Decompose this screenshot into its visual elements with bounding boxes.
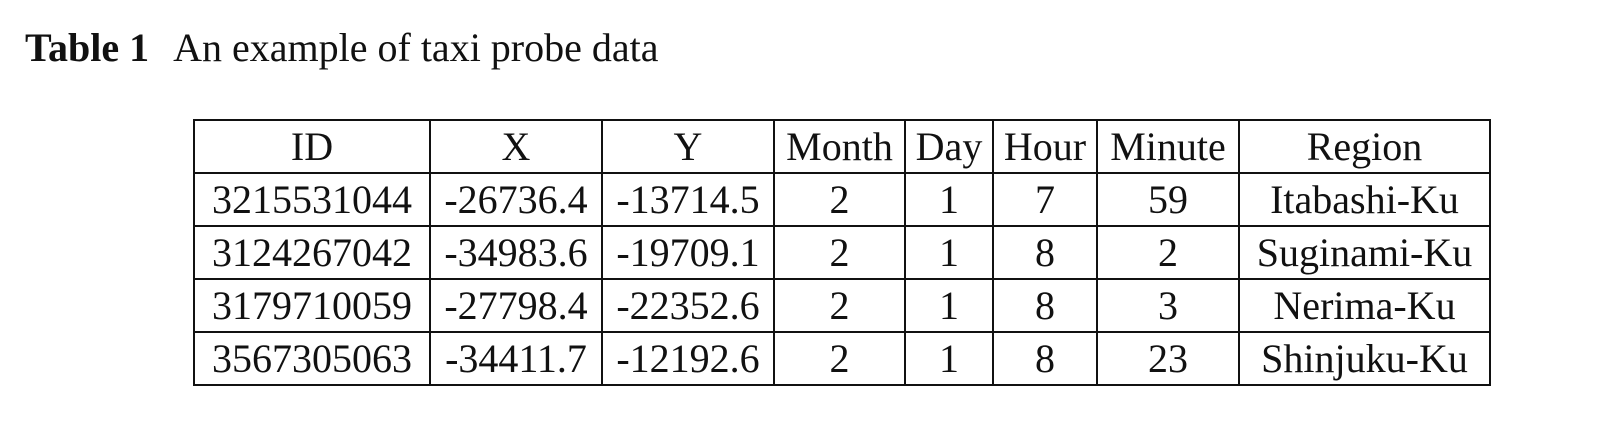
cell-x: -34411.7	[429, 331, 603, 386]
cell-month: 2	[773, 331, 906, 386]
table-caption: Table 1 An example of taxi probe data	[25, 22, 659, 74]
cell-hour: 7	[992, 172, 1098, 227]
cell-region: Itabashi-Ku	[1238, 172, 1491, 227]
column-header-day: Day	[904, 119, 994, 174]
cell-id: 3179710059	[193, 278, 431, 333]
cell-minute: 59	[1096, 172, 1240, 227]
table-caption-text: An example of taxi probe data	[173, 25, 659, 70]
column-header-x: X	[429, 119, 603, 174]
cell-x: -26736.4	[429, 172, 603, 227]
table-caption-label: Table 1	[25, 25, 150, 70]
cell-hour: 8	[992, 225, 1098, 280]
cell-minute: 23	[1096, 331, 1240, 386]
cell-region: Shinjuku-Ku	[1238, 331, 1491, 386]
table-row: 3124267042 -34983.6 -19709.1 2 1 8 2 Sug…	[193, 225, 1491, 280]
table-row: 3215531044 -26736.4 -13714.5 2 1 7 59 It…	[193, 172, 1491, 227]
cell-day: 1	[904, 172, 994, 227]
column-header-minute: Minute	[1096, 119, 1240, 174]
taxi-probe-table: ID X Y Month Day Hour Minute Region 3215…	[193, 119, 1491, 386]
column-header-month: Month	[773, 119, 906, 174]
cell-y: -13714.5	[601, 172, 775, 227]
cell-hour: 8	[992, 331, 1098, 386]
column-header-id: ID	[193, 119, 431, 174]
cell-y: -12192.6	[601, 331, 775, 386]
cell-day: 1	[904, 225, 994, 280]
table-header-row: ID X Y Month Day Hour Minute Region	[193, 119, 1491, 174]
cell-month: 2	[773, 278, 906, 333]
cell-day: 1	[904, 331, 994, 386]
cell-x: -34983.6	[429, 225, 603, 280]
cell-region: Nerima-Ku	[1238, 278, 1491, 333]
cell-minute: 3	[1096, 278, 1240, 333]
cell-x: -27798.4	[429, 278, 603, 333]
column-header-hour: Hour	[992, 119, 1098, 174]
table-row: 3567305063 -34411.7 -12192.6 2 1 8 23 Sh…	[193, 331, 1491, 386]
cell-id: 3567305063	[193, 331, 431, 386]
cell-y: -22352.6	[601, 278, 775, 333]
cell-minute: 2	[1096, 225, 1240, 280]
table-row: 3179710059 -27798.4 -22352.6 2 1 8 3 Ner…	[193, 278, 1491, 333]
cell-id: 3124267042	[193, 225, 431, 280]
column-header-region: Region	[1238, 119, 1491, 174]
cell-hour: 8	[992, 278, 1098, 333]
cell-month: 2	[773, 225, 906, 280]
cell-id: 3215531044	[193, 172, 431, 227]
cell-month: 2	[773, 172, 906, 227]
cell-region: Suginami-Ku	[1238, 225, 1491, 280]
cell-y: -19709.1	[601, 225, 775, 280]
cell-day: 1	[904, 278, 994, 333]
column-header-y: Y	[601, 119, 775, 174]
